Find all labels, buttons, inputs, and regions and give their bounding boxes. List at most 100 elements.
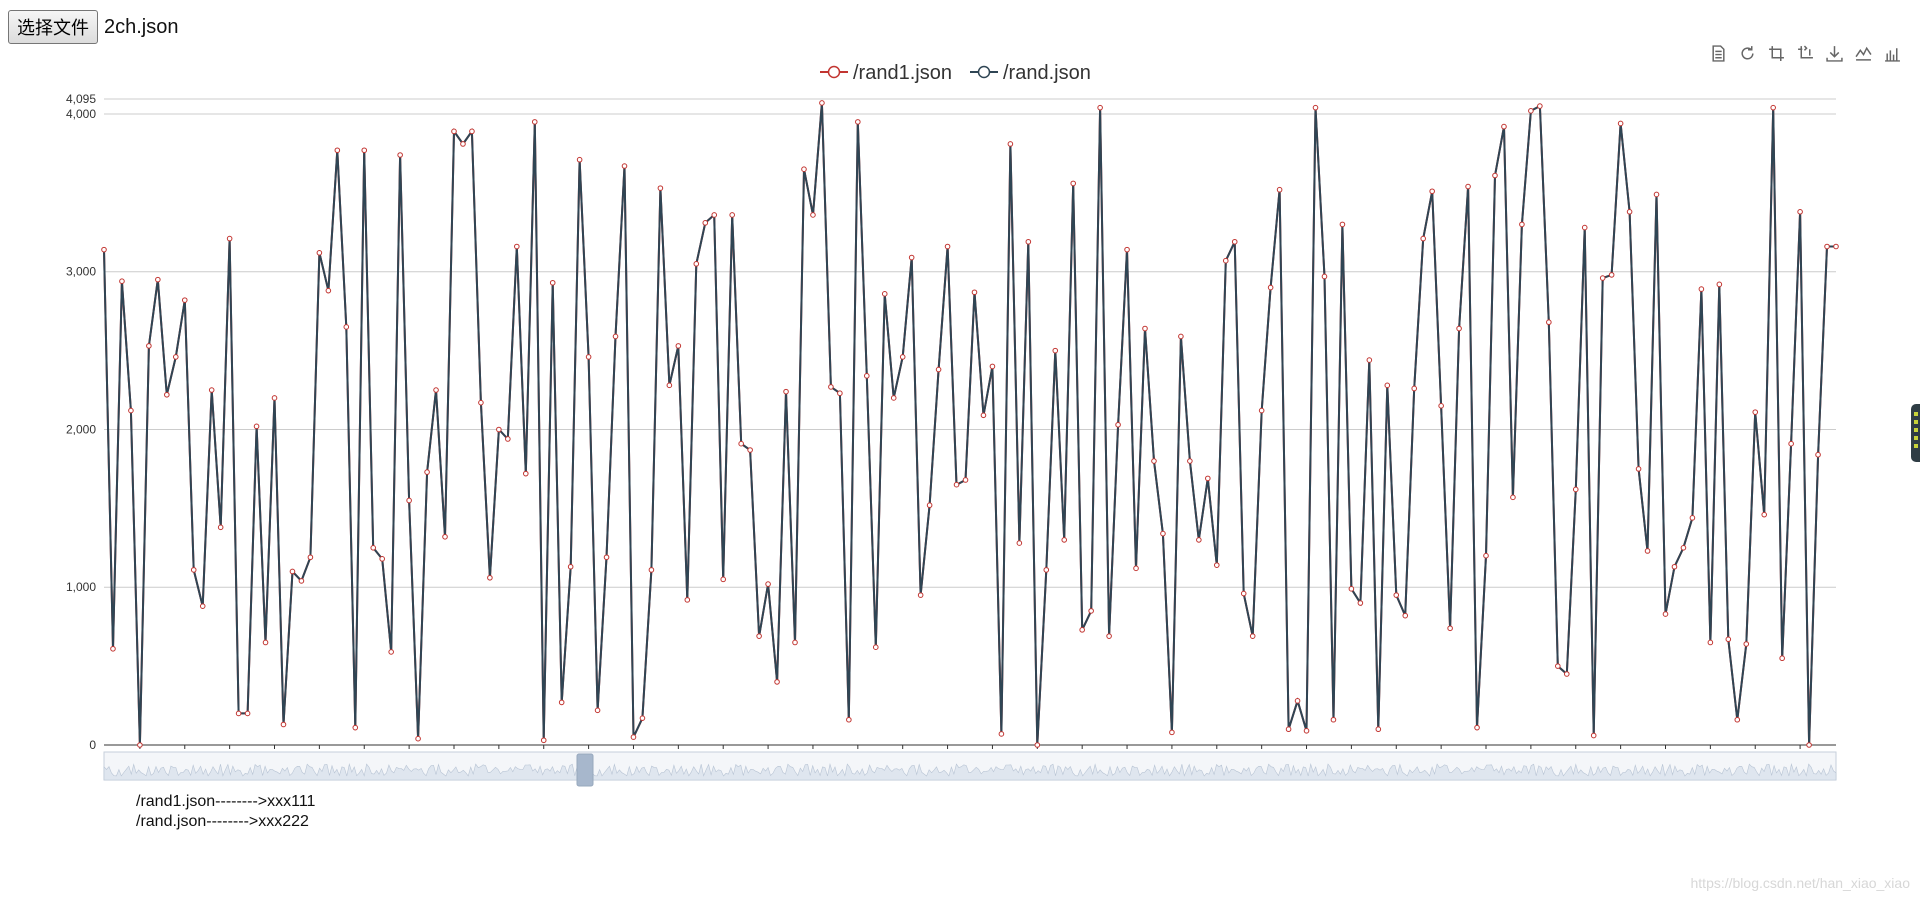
data-point xyxy=(1115,421,1121,428)
data-point xyxy=(944,243,951,250)
data-point xyxy=(1348,586,1355,592)
data-point xyxy=(908,254,915,261)
data-point xyxy=(675,343,682,349)
data-point xyxy=(756,633,762,639)
legend-label-1[interactable]: /rand1.json xyxy=(853,62,952,84)
data-point xyxy=(1671,563,1678,570)
data-point xyxy=(1016,540,1023,546)
data-point xyxy=(971,289,978,296)
data-point xyxy=(1231,238,1238,245)
data-point xyxy=(370,545,377,551)
data-point xyxy=(155,276,161,283)
data-point xyxy=(1213,562,1220,568)
data-point xyxy=(271,395,278,401)
zoom-reset-icon[interactable] xyxy=(1796,44,1815,63)
data-point xyxy=(253,423,260,430)
data-point xyxy=(262,639,269,646)
data-point xyxy=(146,343,152,349)
data-point xyxy=(190,567,197,573)
data-point xyxy=(451,128,457,135)
data-point xyxy=(1088,608,1094,614)
data-point xyxy=(899,354,906,360)
data-point xyxy=(935,366,942,373)
data-point xyxy=(199,603,206,609)
line-chart-icon[interactable] xyxy=(1854,44,1873,63)
data-point xyxy=(1169,729,1175,736)
data-point xyxy=(989,363,996,370)
data-point xyxy=(693,261,700,267)
data-point xyxy=(594,707,601,714)
data-point xyxy=(711,212,718,218)
data-point xyxy=(101,246,107,253)
data-point xyxy=(1267,284,1274,291)
data-point xyxy=(531,119,538,125)
y-tick-label: 1,000 xyxy=(66,580,96,594)
download-icon[interactable] xyxy=(1825,44,1844,63)
data-point xyxy=(280,721,287,728)
data-point xyxy=(1061,537,1068,543)
zoom-select-icon[interactable] xyxy=(1767,44,1786,63)
chart-toolbox xyxy=(1709,44,1902,63)
data-point xyxy=(487,574,493,581)
data-point xyxy=(164,391,170,398)
data-point xyxy=(1007,141,1014,147)
data-point xyxy=(684,597,691,603)
data-point xyxy=(1635,466,1642,472)
data-point xyxy=(1276,186,1283,193)
data-point xyxy=(558,699,565,706)
data-point xyxy=(1546,319,1552,326)
data-point xyxy=(1456,325,1462,332)
data-point xyxy=(962,477,969,483)
data-point xyxy=(621,163,628,169)
data-point xyxy=(1249,633,1256,639)
data-point xyxy=(1770,104,1776,111)
data-point xyxy=(1581,224,1588,231)
data-point xyxy=(1608,272,1615,278)
data-point xyxy=(819,100,825,106)
data-point xyxy=(1752,409,1759,415)
data-point xyxy=(729,212,735,218)
data-point xyxy=(1312,104,1319,111)
data-point xyxy=(881,291,888,297)
data-point xyxy=(1438,403,1444,409)
data-point xyxy=(1160,530,1166,537)
data-point xyxy=(890,395,897,401)
data-point xyxy=(496,426,502,433)
data-point xyxy=(855,119,861,125)
data-point xyxy=(1474,724,1480,731)
data-point xyxy=(1106,633,1112,639)
data-point xyxy=(1465,183,1471,190)
legend-label-2[interactable]: /rand.json xyxy=(1003,62,1091,84)
bar-chart-icon[interactable] xyxy=(1883,44,1902,63)
data-point xyxy=(388,649,394,655)
data-point xyxy=(1070,180,1077,187)
data-point xyxy=(1707,639,1714,646)
data-point xyxy=(702,220,709,226)
data-point xyxy=(1124,246,1130,253)
data-point xyxy=(1411,385,1418,392)
data-point xyxy=(1653,191,1660,198)
data-point xyxy=(576,156,583,163)
data-view-icon[interactable] xyxy=(1709,44,1728,63)
data-point xyxy=(720,576,727,583)
data-point xyxy=(1716,281,1723,288)
data-point xyxy=(1402,612,1409,619)
data-point xyxy=(648,567,655,573)
datazoom-handle[interactable] xyxy=(576,753,594,787)
data-point xyxy=(1384,382,1391,389)
data-point xyxy=(612,333,619,340)
data-point xyxy=(244,710,251,717)
data-point xyxy=(783,388,789,395)
legend-marker xyxy=(827,65,841,79)
datazoom-sparkline xyxy=(103,763,1837,781)
refresh-icon[interactable] xyxy=(1738,44,1757,63)
side-panel-handle[interactable] xyxy=(1911,404,1920,462)
y-tick-label: 0 xyxy=(89,738,96,752)
data-point xyxy=(361,147,368,154)
choose-file-button[interactable]: 选择文件 xyxy=(8,10,98,44)
data-point xyxy=(1779,655,1785,662)
data-point xyxy=(1590,732,1597,739)
data-point xyxy=(128,407,134,414)
data-point xyxy=(1555,663,1561,669)
